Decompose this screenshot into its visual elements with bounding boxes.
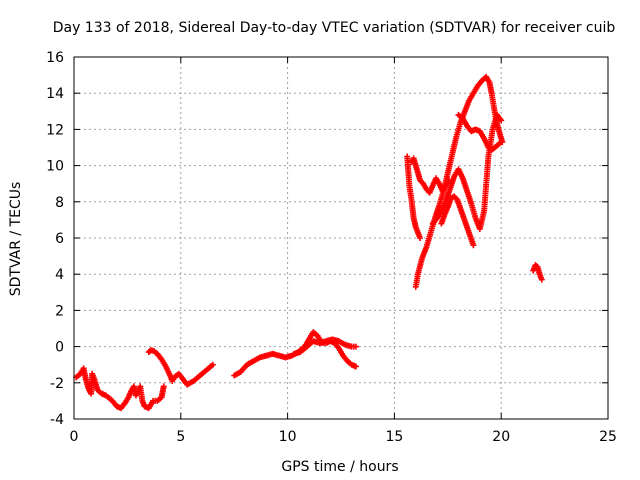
x-tick-label: 5 bbox=[176, 429, 185, 445]
y-tick-label: -4 bbox=[50, 412, 64, 428]
x-tick-label: 15 bbox=[385, 429, 403, 445]
data-point bbox=[470, 242, 477, 249]
y-tick-label: 6 bbox=[55, 231, 64, 247]
x-axis-label: GPS time / hours bbox=[281, 459, 398, 475]
data-point bbox=[417, 235, 424, 241]
tick-labels: 0 5 10 15 20 25 -4 -2 0 2 4 6 8 10 12 14 16 bbox=[46, 50, 617, 445]
y-tick-label: 12 bbox=[46, 122, 64, 138]
chart-title: Day 133 of 2018, Sidereal Day-to-day VTE… bbox=[53, 20, 616, 36]
y-tick-label: 2 bbox=[55, 303, 64, 319]
data-point bbox=[352, 343, 359, 350]
x-tick-label: 10 bbox=[279, 429, 297, 445]
y-tick-label: 10 bbox=[46, 159, 64, 175]
y-tick-label: 0 bbox=[55, 340, 64, 356]
y-tick-label: 4 bbox=[55, 267, 64, 283]
plot-frame bbox=[73, 56, 609, 420]
x-tick-label: 0 bbox=[70, 429, 79, 445]
data-point bbox=[538, 276, 545, 283]
y-tick-label: -2 bbox=[50, 376, 64, 392]
grid-lines bbox=[74, 57, 608, 419]
data-point bbox=[160, 383, 167, 390]
data-point bbox=[498, 117, 505, 124]
y-axis-label: SDTVAR / TECUs bbox=[8, 182, 24, 297]
data-point bbox=[498, 139, 505, 146]
y-tick-label: 14 bbox=[46, 86, 64, 102]
y-tick-label: 8 bbox=[55, 195, 64, 211]
data-point bbox=[209, 361, 216, 368]
x-tick-label: 25 bbox=[599, 429, 617, 445]
data-points bbox=[73, 73, 545, 412]
data-point bbox=[352, 363, 359, 370]
y-tick-label: 16 bbox=[46, 50, 64, 66]
x-tick-label: 20 bbox=[492, 429, 510, 445]
